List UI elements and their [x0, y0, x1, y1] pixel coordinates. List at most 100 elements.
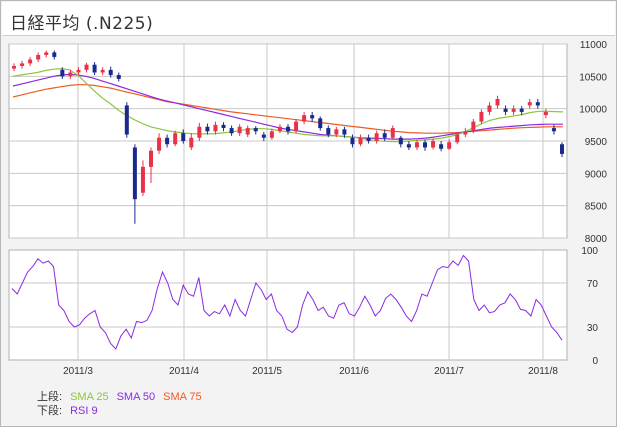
- candle-body: [229, 128, 234, 134]
- candle-body: [157, 137, 162, 151]
- lower-plot-area: [8, 249, 568, 361]
- candle-body: [382, 133, 387, 138]
- legend-sma25: SMA 25: [70, 391, 109, 403]
- candle-body: [527, 102, 532, 106]
- candle-body: [245, 128, 250, 135]
- candle-body: [495, 98, 500, 106]
- candle-body: [350, 137, 355, 145]
- candle-body: [60, 69, 65, 77]
- candle-body: [116, 75, 121, 79]
- chart-title: 日経平均 (.N225): [10, 14, 154, 34]
- candle-body: [84, 64, 89, 70]
- upper-ytick-label: 9000: [585, 169, 608, 180]
- candle-body: [471, 121, 476, 132]
- xtick-label: 2011/8: [528, 366, 558, 377]
- candle-body: [519, 108, 524, 112]
- upper-ytick-label: 11000: [580, 40, 608, 51]
- candle-body: [92, 64, 97, 73]
- candle-body: [277, 126, 282, 132]
- xtick-label: 2011/7: [434, 366, 464, 377]
- candle-body: [511, 108, 516, 112]
- candle-body: [28, 59, 33, 64]
- title-bar: 日経平均 (.N225): [2, 2, 615, 36]
- candle-body: [221, 124, 226, 129]
- lower-ytick-label: 100: [581, 246, 598, 257]
- candle-body: [302, 115, 307, 122]
- candle-body: [423, 142, 427, 148]
- legend-lower-label: 下段:: [37, 405, 63, 417]
- candle-body: [197, 126, 202, 138]
- candle-body: [68, 72, 73, 77]
- candle-body: [165, 137, 170, 145]
- candle-body: [261, 134, 266, 138]
- candle-body: [455, 134, 460, 143]
- candle-body: [213, 124, 218, 132]
- xtick-label: 2011/4: [169, 366, 199, 377]
- legend-lower: 下段: RSI 9: [37, 404, 210, 418]
- candle-body: [439, 144, 444, 149]
- candle-body: [318, 118, 323, 129]
- legend-sma50: SMA 50: [116, 391, 156, 403]
- upper-ytick-label: 8500: [585, 202, 608, 213]
- legend: 上段: SMA 25 SMA 50 SMA 75 下段: RSI 9: [37, 390, 210, 418]
- rsi-line: [11, 254, 563, 350]
- candle-body: [447, 142, 452, 149]
- xtick-label: 2011/5: [252, 366, 282, 377]
- candle-body: [124, 105, 129, 135]
- candle-body: [140, 166, 145, 193]
- candle-body: [479, 111, 484, 122]
- upper-ytick-label: 9500: [585, 137, 608, 148]
- candle-body: [100, 69, 105, 73]
- candle-body: [269, 131, 274, 138]
- xtick-label: 2011/3: [63, 366, 93, 377]
- candle-body: [76, 69, 81, 73]
- candle-body: [358, 137, 363, 145]
- chart-area: 11000 10500 10000 9500 9000 8500 8000 100 70 30 0 2…: [2, 36, 615, 384]
- candle-body: [334, 129, 339, 135]
- candle-body: [237, 126, 242, 134]
- upper-ytick-label: 10500: [579, 72, 607, 83]
- candle-body: [390, 128, 395, 138]
- candle-body: [374, 133, 379, 141]
- candle-body: [108, 69, 113, 76]
- candle-body: [398, 137, 403, 145]
- candle-body: [310, 115, 315, 119]
- candle-body: [132, 147, 137, 200]
- candle-body: [12, 65, 16, 69]
- candle-body: [326, 128, 331, 135]
- candle-body: [543, 111, 548, 116]
- candle-body: [253, 128, 258, 132]
- upper-ytick-label: 10000: [579, 105, 607, 116]
- candle-body: [181, 133, 186, 141]
- lower-ytick-label: 0: [592, 356, 598, 367]
- candle-body: [149, 150, 153, 167]
- candle-body: [52, 52, 57, 57]
- lower-ytick-label: 30: [587, 323, 599, 334]
- candle-body: [503, 108, 508, 112]
- xtick-label: 2011/6: [339, 366, 369, 377]
- candle-body: [44, 52, 49, 55]
- candle-body: [36, 54, 41, 60]
- candle-body: [20, 63, 25, 66]
- candle-body: [487, 105, 492, 112]
- lower-ytick-label: 70: [587, 279, 599, 290]
- candle-body: [560, 144, 564, 154]
- upper-ytick-label: 8000: [585, 234, 608, 245]
- candle-body: [286, 126, 290, 132]
- legend-sma75: SMA 75: [163, 391, 202, 403]
- candle-body: [535, 102, 540, 106]
- legend-rsi9: RSI 9: [70, 405, 98, 417]
- candle-body: [294, 121, 299, 132]
- candle-body: [431, 141, 436, 148]
- candle-body: [414, 142, 419, 148]
- candle-body: [366, 137, 371, 141]
- legend-upper: 上段: SMA 25 SMA 50 SMA 75: [37, 390, 210, 404]
- candle-body: [189, 137, 194, 148]
- candle-body: [205, 126, 210, 132]
- candle-body: [342, 129, 347, 135]
- candle-body: [551, 128, 556, 132]
- candle-body: [406, 144, 411, 148]
- candle-body: [463, 131, 468, 135]
